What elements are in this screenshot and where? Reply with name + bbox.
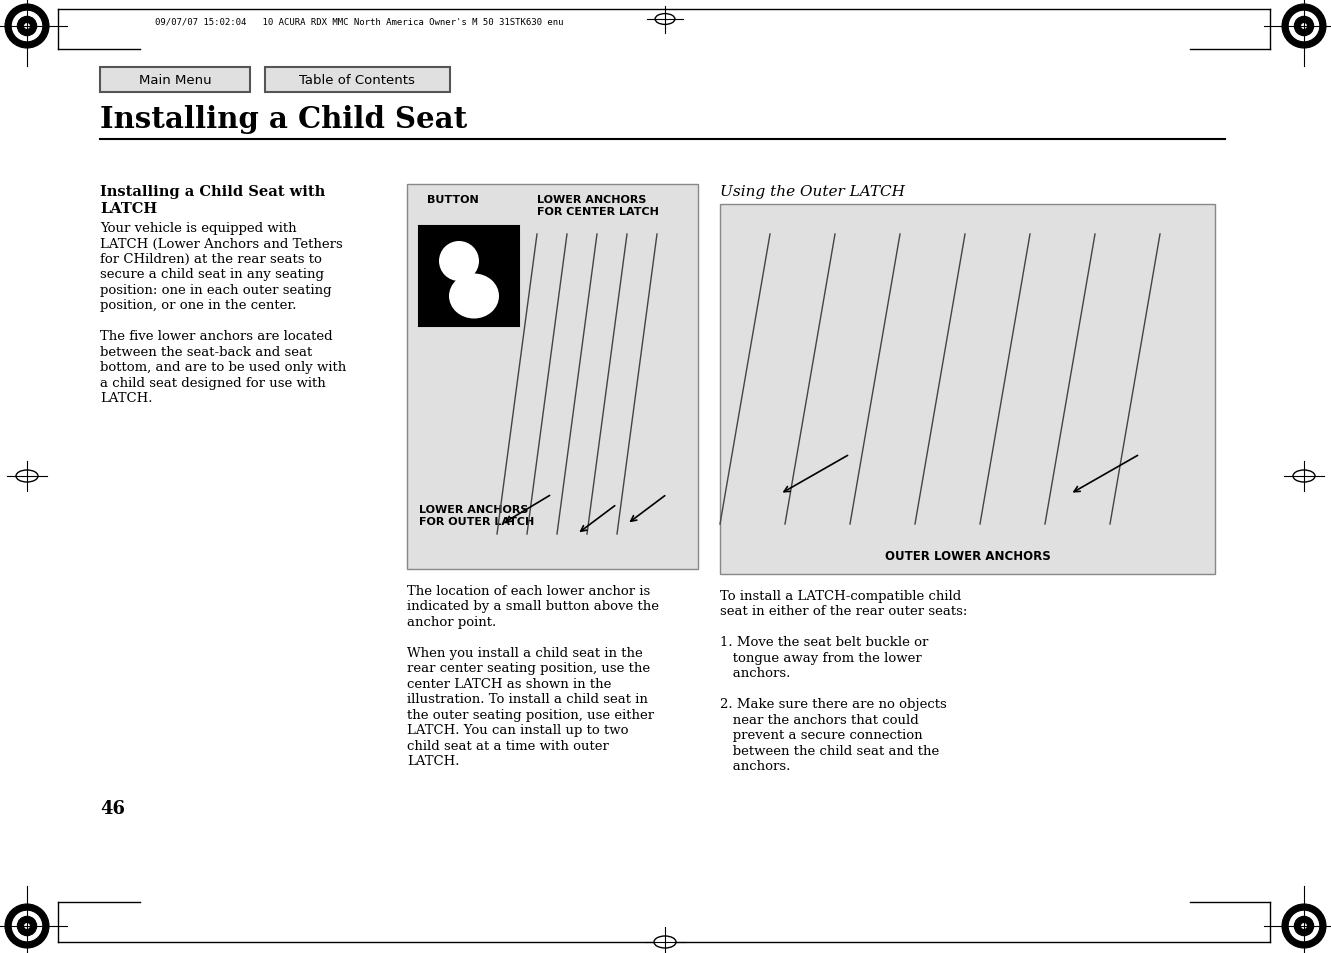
Circle shape [1300,24,1307,30]
Text: between the child seat and the: between the child seat and the [720,744,940,758]
Text: rear center seating position, use the: rear center seating position, use the [407,661,650,675]
FancyBboxPatch shape [265,68,450,92]
Text: for CHildren) at the rear seats to: for CHildren) at the rear seats to [100,253,322,266]
Text: LATCH.: LATCH. [100,392,153,405]
Text: child seat at a time with outer: child seat at a time with outer [407,740,608,752]
Circle shape [1294,17,1314,36]
Text: LATCH.: LATCH. [407,755,459,768]
Text: When you install a child seat in the: When you install a child seat in the [407,646,643,659]
Text: Table of Contents: Table of Contents [299,73,415,87]
Circle shape [1294,917,1314,936]
Text: between the seat-back and seat: between the seat-back and seat [100,346,313,358]
Text: a child seat designed for use with: a child seat designed for use with [100,376,326,390]
Text: position, or one in the center.: position, or one in the center. [100,299,297,313]
Text: anchors.: anchors. [720,667,791,679]
Circle shape [24,923,31,929]
Text: LATCH. You can install up to two: LATCH. You can install up to two [407,723,628,737]
Text: 1. Move the seat belt buckle or: 1. Move the seat belt buckle or [720,636,929,649]
Text: secure a child seat in any seating: secure a child seat in any seating [100,268,323,281]
Text: Using the Outer LATCH: Using the Outer LATCH [720,185,905,199]
Ellipse shape [655,14,675,26]
Text: LATCH: LATCH [100,202,157,215]
Circle shape [11,910,43,942]
Text: LOWER ANCHORS
FOR CENTER LATCH: LOWER ANCHORS FOR CENTER LATCH [536,194,659,217]
Circle shape [1282,5,1326,49]
Text: anchor point.: anchor point. [407,616,496,628]
Ellipse shape [654,936,676,948]
Text: tongue away from the lower: tongue away from the lower [720,651,922,664]
Text: Installing a Child Seat: Installing a Child Seat [100,105,467,133]
Text: LOWER ANCHORS
FOR OUTER LATCH: LOWER ANCHORS FOR OUTER LATCH [419,504,534,527]
Text: The five lower anchors are located: The five lower anchors are located [100,330,333,343]
Text: The location of each lower anchor is: The location of each lower anchor is [407,584,651,598]
Text: Your vehicle is equipped with: Your vehicle is equipped with [100,222,297,234]
Text: To install a LATCH-compatible child: To install a LATCH-compatible child [720,589,961,602]
Text: bottom, and are to be used only with: bottom, and are to be used only with [100,361,346,375]
Text: LATCH (Lower Anchors and Tethers: LATCH (Lower Anchors and Tethers [100,237,343,251]
Text: position: one in each outer seating: position: one in each outer seating [100,284,331,296]
Text: anchors.: anchors. [720,760,791,773]
Circle shape [11,11,43,43]
Text: illustration. To install a child seat in: illustration. To install a child seat in [407,693,648,706]
Circle shape [1288,11,1320,43]
Circle shape [1288,910,1320,942]
Ellipse shape [1292,471,1315,482]
Circle shape [5,5,49,49]
Circle shape [17,17,37,36]
Text: 2. Make sure there are no objects: 2. Make sure there are no objects [720,698,946,711]
Text: near the anchors that could: near the anchors that could [720,713,918,726]
Text: BUTTON: BUTTON [427,194,479,205]
FancyBboxPatch shape [720,205,1215,575]
Ellipse shape [16,471,39,482]
Circle shape [5,904,49,948]
FancyBboxPatch shape [100,68,250,92]
Circle shape [17,917,37,936]
Text: Installing a Child Seat with: Installing a Child Seat with [100,185,325,199]
Text: 46: 46 [100,800,125,817]
FancyBboxPatch shape [419,227,519,327]
Text: indicated by a small button above the: indicated by a small button above the [407,599,659,613]
Circle shape [24,24,31,30]
Text: Main Menu: Main Menu [138,73,212,87]
FancyBboxPatch shape [407,185,697,569]
Text: center LATCH as shown in the: center LATCH as shown in the [407,678,611,690]
Ellipse shape [449,274,499,319]
Circle shape [1282,904,1326,948]
Circle shape [439,242,479,282]
Text: the outer seating position, use either: the outer seating position, use either [407,708,654,721]
Text: OUTER LOWER ANCHORS: OUTER LOWER ANCHORS [885,550,1050,562]
Text: 09/07/07 15:02:04   10 ACURA RDX MMC North America Owner's M 50 31STK630 enu: 09/07/07 15:02:04 10 ACURA RDX MMC North… [154,17,563,27]
Text: seat in either of the rear outer seats:: seat in either of the rear outer seats: [720,605,968,618]
Circle shape [1300,923,1307,929]
Text: prevent a secure connection: prevent a secure connection [720,729,922,741]
